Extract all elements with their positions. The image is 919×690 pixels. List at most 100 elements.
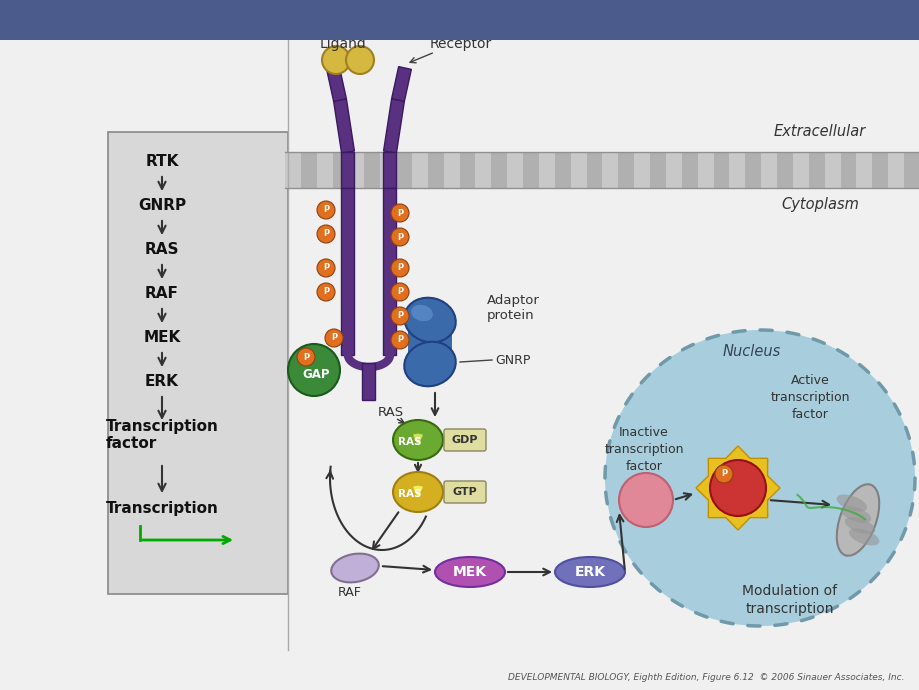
FancyBboxPatch shape xyxy=(887,152,903,170)
Ellipse shape xyxy=(392,420,443,460)
FancyBboxPatch shape xyxy=(460,152,475,170)
Text: P: P xyxy=(323,288,329,297)
Circle shape xyxy=(317,201,335,219)
FancyBboxPatch shape xyxy=(554,170,570,188)
FancyBboxPatch shape xyxy=(554,152,570,170)
Text: GNRP: GNRP xyxy=(494,353,529,366)
Text: P: P xyxy=(323,264,329,273)
Ellipse shape xyxy=(848,529,879,546)
FancyBboxPatch shape xyxy=(903,170,919,188)
FancyBboxPatch shape xyxy=(285,152,301,170)
Text: P: P xyxy=(396,208,403,217)
Text: P: P xyxy=(396,311,403,320)
Circle shape xyxy=(317,259,335,277)
Text: Nucleus: Nucleus xyxy=(722,344,780,359)
FancyBboxPatch shape xyxy=(681,152,697,170)
Circle shape xyxy=(324,329,343,347)
FancyBboxPatch shape xyxy=(744,170,760,188)
FancyBboxPatch shape xyxy=(506,152,523,170)
Text: RAF: RAF xyxy=(145,286,178,302)
Text: Extracellular: Extracellular xyxy=(773,124,865,139)
Text: Receptor: Receptor xyxy=(429,37,492,51)
FancyBboxPatch shape xyxy=(108,132,288,594)
FancyBboxPatch shape xyxy=(383,188,396,355)
Text: RAS: RAS xyxy=(398,489,421,499)
FancyBboxPatch shape xyxy=(602,170,618,188)
Ellipse shape xyxy=(403,342,455,386)
Ellipse shape xyxy=(836,484,879,555)
Text: MEK: MEK xyxy=(452,565,486,579)
Circle shape xyxy=(346,46,374,74)
FancyBboxPatch shape xyxy=(444,481,485,503)
Circle shape xyxy=(391,228,409,246)
Text: GDP: GDP xyxy=(451,435,478,445)
Ellipse shape xyxy=(554,557,624,587)
Text: P: P xyxy=(396,288,403,297)
FancyBboxPatch shape xyxy=(713,170,729,188)
Text: Ligand: Ligand xyxy=(319,37,366,51)
Text: P: P xyxy=(302,353,309,362)
FancyBboxPatch shape xyxy=(665,152,681,170)
FancyBboxPatch shape xyxy=(341,188,354,355)
Text: MEK: MEK xyxy=(143,331,180,346)
FancyBboxPatch shape xyxy=(539,152,554,170)
Ellipse shape xyxy=(392,472,443,512)
Text: Inactive
transcription
factor: Inactive transcription factor xyxy=(604,426,683,473)
FancyBboxPatch shape xyxy=(383,152,396,188)
FancyBboxPatch shape xyxy=(444,429,485,451)
FancyBboxPatch shape xyxy=(681,170,697,188)
FancyBboxPatch shape xyxy=(348,170,364,188)
FancyBboxPatch shape xyxy=(412,170,427,188)
Text: DEVELOPMENTAL BIOLOGY, Eighth Edition, Figure 6.12  © 2006 Sinauer Associates, I: DEVELOPMENTAL BIOLOGY, Eighth Edition, F… xyxy=(508,673,904,682)
Text: RAF: RAF xyxy=(337,586,361,598)
Circle shape xyxy=(317,225,335,243)
FancyBboxPatch shape xyxy=(618,152,633,170)
Text: ERK: ERK xyxy=(573,565,605,579)
Text: 6.12  The widely used RTK signal transduction pathway: 6.12 The widely used RTK signal transduc… xyxy=(10,11,570,29)
FancyBboxPatch shape xyxy=(0,40,919,690)
Polygon shape xyxy=(696,446,779,530)
FancyBboxPatch shape xyxy=(412,152,427,170)
FancyBboxPatch shape xyxy=(840,170,856,188)
Polygon shape xyxy=(334,99,354,153)
Ellipse shape xyxy=(835,495,866,512)
FancyBboxPatch shape xyxy=(570,152,586,170)
Text: GNRP: GNRP xyxy=(138,199,186,213)
FancyBboxPatch shape xyxy=(840,152,856,170)
FancyBboxPatch shape xyxy=(697,152,713,170)
Circle shape xyxy=(322,46,349,74)
FancyBboxPatch shape xyxy=(903,152,919,170)
Ellipse shape xyxy=(331,553,379,582)
FancyBboxPatch shape xyxy=(729,152,744,170)
FancyBboxPatch shape xyxy=(362,363,375,400)
FancyBboxPatch shape xyxy=(887,170,903,188)
Polygon shape xyxy=(383,99,404,153)
Polygon shape xyxy=(326,67,346,101)
Text: GTP: GTP xyxy=(452,487,477,497)
FancyBboxPatch shape xyxy=(856,170,871,188)
FancyBboxPatch shape xyxy=(364,152,380,170)
Circle shape xyxy=(288,344,340,396)
FancyBboxPatch shape xyxy=(539,170,554,188)
FancyBboxPatch shape xyxy=(380,152,396,170)
FancyBboxPatch shape xyxy=(0,0,919,40)
Text: RAS: RAS xyxy=(378,406,403,419)
FancyBboxPatch shape xyxy=(341,152,354,188)
Text: P: P xyxy=(331,333,336,342)
FancyBboxPatch shape xyxy=(856,152,871,170)
FancyBboxPatch shape xyxy=(586,152,602,170)
Text: P: P xyxy=(396,264,403,273)
FancyBboxPatch shape xyxy=(871,152,887,170)
Text: Adaptor
protein: Adaptor protein xyxy=(486,294,539,322)
FancyBboxPatch shape xyxy=(713,152,729,170)
FancyBboxPatch shape xyxy=(633,152,650,170)
FancyBboxPatch shape xyxy=(777,152,792,170)
Text: Transcription
factor: Transcription factor xyxy=(106,419,218,451)
Ellipse shape xyxy=(605,330,914,626)
Text: RAS: RAS xyxy=(398,437,421,447)
FancyBboxPatch shape xyxy=(586,170,602,188)
Circle shape xyxy=(391,307,409,325)
Circle shape xyxy=(391,204,409,222)
FancyBboxPatch shape xyxy=(333,170,348,188)
Text: P: P xyxy=(720,469,726,478)
